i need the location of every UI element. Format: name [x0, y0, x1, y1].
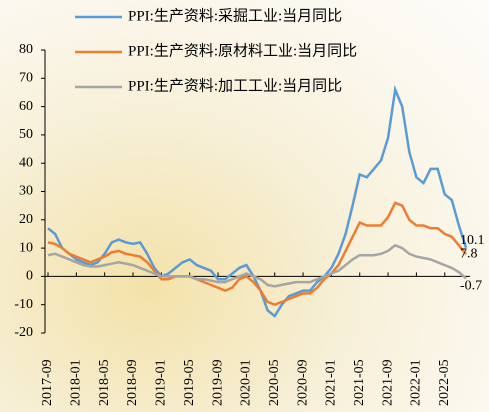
y-tick-label: 70	[19, 71, 33, 86]
end-label: 10.1	[460, 233, 485, 248]
series-line	[47, 243, 467, 288]
y-tick-label: -10	[14, 297, 33, 312]
x-tick-label: 2019-09	[210, 359, 225, 406]
y-tick-label: 60	[19, 99, 33, 114]
x-tick-label: 2018-01	[69, 359, 84, 406]
x-tick-label: 2021-09	[380, 359, 395, 406]
x-tick-label: 2019-01	[154, 359, 169, 406]
end-label: -0.7	[460, 279, 482, 294]
y-tick-label: 10	[19, 240, 33, 255]
x-tick-label: 2019-05	[182, 359, 197, 406]
legend-label: PPI:生产资料:原材料工业:当月同比	[128, 42, 357, 59]
x-tick-label: 2021-05	[352, 359, 367, 406]
y-tick-label: 50	[19, 127, 33, 142]
x-tick-label: 2020-09	[295, 359, 310, 406]
x-tick-label: 2020-05	[267, 359, 282, 406]
x-tick-label: 2022-01	[409, 359, 424, 406]
y-tick-label: 0	[26, 269, 33, 284]
end-label: 7.8	[460, 247, 478, 262]
series-line	[47, 84, 468, 318]
y-tick-label: 40	[19, 155, 33, 170]
legend-label: PPI:生产资料:加工工业:当月同比	[128, 77, 342, 94]
legend-label: PPI:生产资料:采掘工业:当月同比	[128, 7, 342, 24]
y-tick-label: 30	[19, 184, 33, 199]
x-tick-label: 2021-01	[324, 359, 339, 406]
y-tick-label: 80	[19, 42, 33, 57]
y-tick-label: -20	[14, 325, 33, 340]
x-tick-label: 2018-05	[97, 359, 112, 406]
x-tick-label: 2018-09	[125, 359, 140, 406]
x-tick-label: 2017-09	[40, 359, 55, 406]
series-line	[47, 201, 467, 307]
y-tick-label: 20	[19, 212, 33, 227]
x-tick-label: 2022-05	[437, 359, 452, 406]
x-tick-label: 2020-01	[239, 359, 254, 406]
